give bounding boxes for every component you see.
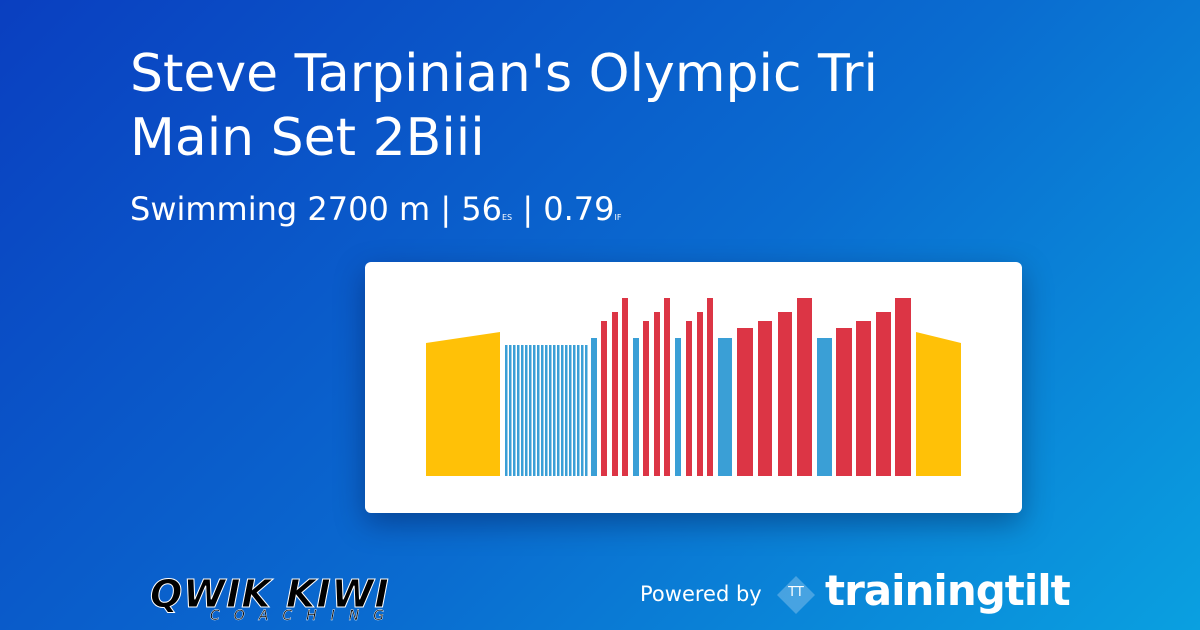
interval-bar: [505, 345, 508, 476]
interval-bar: [581, 345, 584, 476]
sport: Swimming: [130, 190, 298, 228]
interval-bar: [545, 345, 548, 476]
interval-bar: [895, 298, 911, 476]
intensity: 0.79: [543, 190, 615, 228]
score-unit: ES: [502, 213, 513, 222]
interval-bar: [654, 312, 660, 476]
logo-name: QWIK KIWI: [150, 572, 390, 617]
powered-by: Powered by: [640, 582, 762, 606]
interval-bar: [517, 345, 520, 476]
interval-bar: [633, 338, 639, 476]
interval-bar: [541, 345, 544, 476]
coach-logo: QWIK KIWI COACHING: [150, 572, 390, 625]
interval-bar: [577, 345, 580, 476]
interval-bar: [591, 338, 597, 476]
interval-bar: [525, 345, 528, 476]
interval-bar: [561, 345, 564, 476]
interval-bar: [622, 298, 628, 476]
interval-bar: [778, 312, 792, 476]
interval-bar: [675, 338, 681, 476]
interval-bar: [697, 312, 703, 476]
interval-bar: [817, 338, 832, 476]
interval-bar: [549, 345, 552, 476]
brand-name: trainingtilt: [825, 566, 1071, 615]
interval-bar: [876, 312, 891, 476]
workout-summary: Swimming 2700 m | 56ES | 0.79IF: [130, 190, 621, 228]
interval-bar: [569, 345, 572, 476]
intensity-unit: IF: [614, 213, 622, 222]
interval-bar: [573, 345, 576, 476]
interval-bar: [529, 345, 532, 476]
distance: 2700 m: [307, 190, 431, 228]
interval-bar: [686, 321, 692, 476]
interval-bar: [565, 345, 568, 476]
workout-profile: [426, 298, 961, 476]
interval-bar: [537, 345, 540, 476]
workout-title: Steve Tarpinian's Olympic Tri Main Set 2…: [130, 44, 879, 168]
interval-bar: [533, 345, 536, 476]
interval-bar: [513, 345, 516, 476]
interval-bar: [585, 345, 588, 476]
separator: |: [522, 190, 534, 228]
interval-bar: [664, 298, 670, 476]
interval-bar: [521, 345, 524, 476]
interval-bar: [509, 345, 512, 476]
cooldown-block: [916, 332, 961, 476]
interval-bar: [553, 345, 556, 476]
interval-bar: [856, 321, 871, 476]
workout-profile-card: [365, 262, 1022, 513]
score: 56: [461, 190, 502, 228]
brand-icon-shape: [777, 576, 815, 614]
interval-bar: [836, 328, 852, 476]
interval-bar: [707, 298, 713, 476]
warmup-block: [426, 332, 500, 476]
interval-bar: [612, 312, 618, 476]
interval-bar: [557, 345, 560, 476]
interval-bar: [797, 298, 812, 476]
separator: |: [440, 190, 452, 228]
interval-bar: [737, 328, 753, 476]
interval-bar: [758, 321, 772, 476]
logo-tagline: COACHING: [210, 608, 399, 624]
interval-bar: [643, 321, 649, 476]
brand-icon-text: TT: [788, 585, 804, 600]
brand-icon: TT: [776, 575, 816, 615]
interval-bar: [601, 321, 607, 476]
interval-bar: [718, 338, 732, 476]
